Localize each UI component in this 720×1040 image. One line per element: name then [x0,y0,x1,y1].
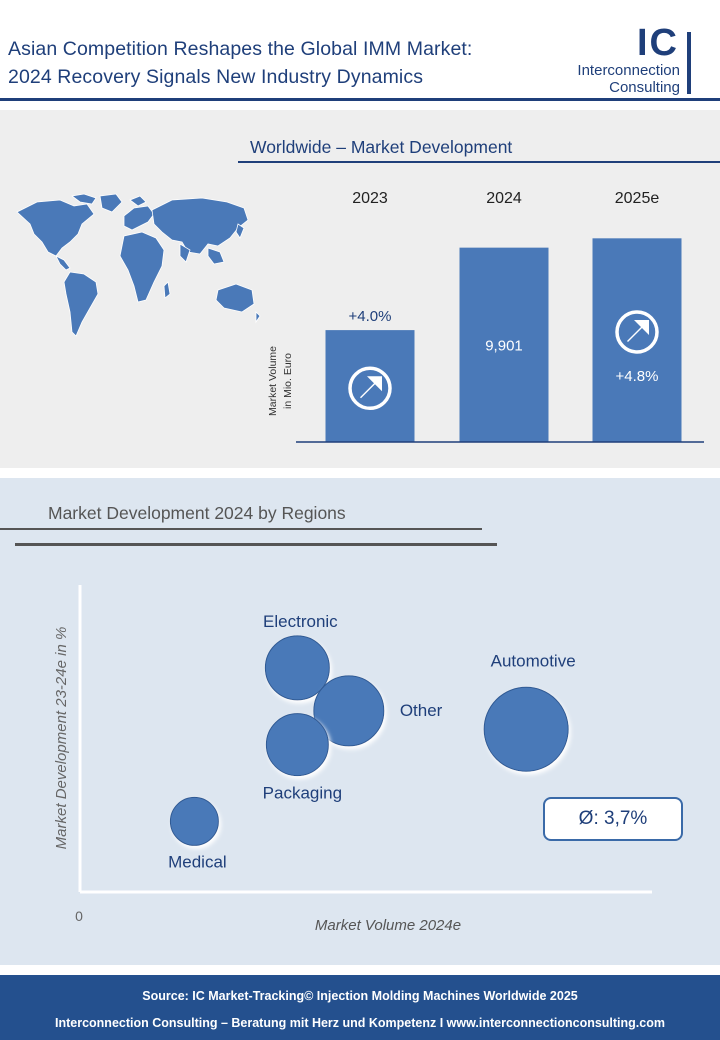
bar-data-label: +4.0% [349,308,392,325]
bubble-label: Electronic [263,612,338,631]
bubble-chart-origin-label: 0 [75,908,83,924]
market-volume-bar-chart: 2023 +4.0% 2024 9,901 2025e +4.8% Market Volu… [267,190,704,443]
bar-data-label: 9,901 [485,338,523,355]
average-growth-box: Ø: 3,7% [543,797,683,841]
bubble-label: Automotive [491,651,576,670]
page-footer: Source: IC Market-Tracking© Injection Mo… [0,975,720,1040]
bar-2025e [592,238,682,442]
bar-2024 [459,247,549,442]
worldwide-title-rule [238,161,720,163]
page-header: Asian Competition Reshapes the Global IM… [0,0,720,101]
bar-data-label: +4.8% [616,368,659,385]
page-title-line2: 2024 Recovery Signals New Industry Dynam… [8,66,424,88]
bubble-packaging [265,713,329,777]
bubble-medical [169,796,219,846]
bar-chart-ylabel-line1: Market Volume [267,346,279,416]
bubble-automotive [483,686,569,772]
bubble-label: Other [400,701,443,720]
logo-bar [687,32,691,94]
footer-source: Source: IC Market-Tracking© Injection Mo… [142,989,578,1003]
up-right-arrow-icon [348,366,392,411]
bubble-label: Packaging [263,784,342,803]
regions-title-rule-upper [0,528,482,530]
footer-tagline: Interconnection Consulting – Beratung mi… [55,1016,665,1030]
bar-category-label: 2025e [615,190,660,207]
logo-text-line1: Interconnection [577,62,680,79]
header-divider [0,98,720,101]
page-title-line1: Asian Competition Reshapes the Global IM… [8,38,473,60]
logo-text-line2: Consulting [609,79,680,96]
bar-2023 [325,330,415,442]
bubble-chart-xlabel: Market Volume 2024e [315,917,461,934]
bar-category-label: 2023 [352,190,388,207]
bar-category-label: 2024 [486,190,522,207]
regions-title-rule-lower [15,543,497,546]
bubble-label: Medical [168,852,227,871]
logo-mark: IC [637,22,679,64]
regions-section-title: Market Development 2024 by Regions [48,503,346,523]
world-map-icon [16,193,261,337]
bubble-electronic [264,635,330,701]
regions-bubble-chart: Market Development 23-24e in % Market Vo… [53,585,652,934]
bubble-chart-ylabel: Market Development 23-24e in % [53,627,70,850]
bar-chart-ylabel-line2: in Mio. Euro [282,353,294,409]
bubble-other [313,675,385,747]
worldwide-section-title: Worldwide – Market Development [250,137,513,157]
up-right-arrow-icon [615,310,659,354]
